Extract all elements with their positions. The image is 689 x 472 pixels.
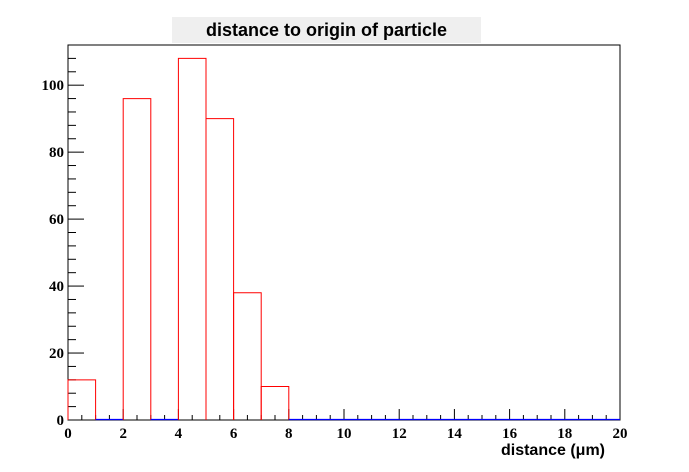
histogram-bin bbox=[67, 379, 97, 420]
x-tick-label: 6 bbox=[230, 426, 238, 442]
y-tick-label: 100 bbox=[42, 78, 65, 94]
x-axis-label: distance (μm) bbox=[501, 442, 605, 459]
x-tick-label: 4 bbox=[175, 426, 183, 442]
chart-title-text: distance to origin of particle bbox=[205, 19, 448, 40]
histogram-bin bbox=[233, 292, 262, 420]
x-tick-label: 12 bbox=[392, 426, 407, 442]
tick-labels: 0 2 4 6 8 10 12 14 16 18 20 0 20 40 60 80 100 bbox=[42, 78, 628, 442]
histogram-bin bbox=[260, 386, 290, 420]
x-tick-label: 2 bbox=[119, 426, 127, 442]
histogram-bars bbox=[67, 57, 620, 421]
y-tick-label: 20 bbox=[49, 346, 64, 362]
x-tick-label: 14 bbox=[447, 426, 463, 442]
y-tick-label: 60 bbox=[49, 212, 64, 228]
x-tick-label: 16 bbox=[502, 426, 518, 442]
histogram-bin bbox=[177, 57, 207, 420]
y-tick-label: 80 bbox=[49, 145, 64, 161]
x-tick-label: 18 bbox=[557, 426, 572, 442]
chart-title: distance to origin of particle bbox=[172, 17, 481, 43]
x-tick-label: 8 bbox=[285, 426, 293, 442]
x-tick-label: 10 bbox=[337, 426, 352, 442]
histogram-bin bbox=[122, 98, 152, 420]
x-tick-label: 20 bbox=[613, 426, 628, 442]
x-tick-label: 0 bbox=[64, 426, 72, 442]
histogram-bin bbox=[205, 118, 235, 420]
y-tick-label: 0 bbox=[57, 413, 65, 429]
y-tick-label: 40 bbox=[49, 279, 64, 295]
